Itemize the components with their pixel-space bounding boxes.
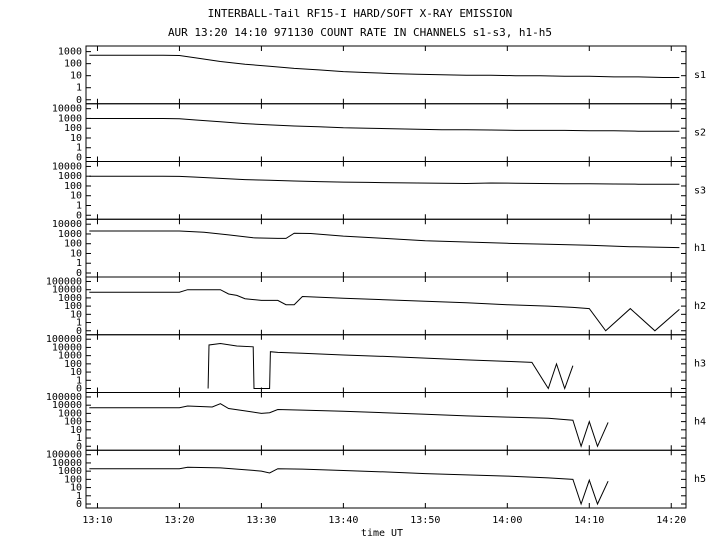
y-tick-label: 1000 bbox=[58, 229, 82, 240]
panel-label: h3 bbox=[694, 359, 706, 370]
y-tick-label: 100000 bbox=[46, 334, 82, 345]
y-tick-label: 1 bbox=[76, 433, 82, 444]
y-tick-label: 10 bbox=[70, 133, 82, 144]
panel-label: h5 bbox=[694, 474, 706, 485]
data-line bbox=[89, 403, 609, 448]
panel-frame bbox=[85, 45, 687, 105]
panel-frame bbox=[85, 161, 687, 220]
y-tick-label: 10000 bbox=[52, 342, 82, 353]
x-tick-label: 13:30 bbox=[246, 515, 276, 526]
y-tick-label: 100 bbox=[64, 474, 82, 485]
data-line bbox=[89, 230, 680, 249]
data-line bbox=[89, 175, 680, 185]
panel-frame bbox=[85, 103, 687, 162]
y-tick-label: 10 bbox=[70, 483, 82, 494]
y-tick-label: 10 bbox=[70, 309, 82, 320]
y-tick-label: 10 bbox=[70, 367, 82, 378]
y-tick-label: 100 bbox=[64, 59, 82, 70]
x-tick-label: 13:50 bbox=[410, 515, 440, 526]
y-tick-label: 10000 bbox=[52, 285, 82, 296]
y-tick-label: 100000 bbox=[46, 392, 82, 403]
y-tick-label: 1000 bbox=[58, 47, 82, 58]
y-tick-label: 100000 bbox=[46, 450, 82, 461]
panel-label: h2 bbox=[694, 301, 706, 312]
y-tick-label: 0 bbox=[76, 441, 82, 452]
panel-frame bbox=[85, 276, 687, 336]
x-axis-label: time UT bbox=[361, 528, 403, 539]
data-line bbox=[89, 54, 680, 78]
y-tick-label: 10000 bbox=[52, 219, 82, 230]
x-tick-label: 13:40 bbox=[328, 515, 358, 526]
chart-title: INTERBALL-Tail RF15-I HARD/SOFT X-RAY EM… bbox=[208, 7, 513, 20]
y-tick-label: 1 bbox=[76, 83, 82, 94]
y-tick-label: 1 bbox=[76, 143, 82, 154]
y-tick-label: 0 bbox=[76, 95, 82, 106]
data-line bbox=[89, 466, 609, 506]
panel-label: s3 bbox=[694, 185, 706, 196]
y-tick-label: 100 bbox=[64, 417, 82, 428]
y-tick-label: 1 bbox=[76, 318, 82, 329]
panel-label: h4 bbox=[694, 416, 706, 427]
data-line bbox=[207, 342, 574, 391]
y-tick-label: 1 bbox=[76, 258, 82, 269]
y-tick-label: 1000 bbox=[58, 113, 82, 124]
y-tick-label: 1000 bbox=[58, 171, 82, 182]
panel-frame bbox=[85, 218, 687, 278]
y-tick-label: 100 bbox=[64, 359, 82, 370]
y-tick-label: 100 bbox=[64, 123, 82, 134]
panel-label: h1 bbox=[694, 243, 706, 254]
y-tick-label: 100000 bbox=[46, 276, 82, 287]
panel-frame bbox=[85, 334, 687, 393]
y-tick-label: 1000 bbox=[58, 293, 82, 304]
y-tick-label: 10000 bbox=[52, 400, 82, 411]
x-tick-label: 14:00 bbox=[492, 515, 522, 526]
y-tick-label: 100 bbox=[64, 181, 82, 192]
x-tick-label: 13:10 bbox=[82, 515, 112, 526]
y-tick-label: 1000 bbox=[58, 466, 82, 477]
y-tick-label: 0 bbox=[76, 153, 82, 164]
y-tick-label: 10 bbox=[70, 425, 82, 436]
x-tick-label: 13:20 bbox=[164, 515, 194, 526]
y-tick-label: 10 bbox=[70, 248, 82, 259]
y-tick-label: 0 bbox=[76, 268, 82, 279]
y-tick-label: 10000 bbox=[52, 104, 82, 115]
y-tick-label: 10 bbox=[70, 71, 82, 82]
chart-subtitle: AUR 13:20 14:10 971130 COUNT RATE IN CHA… bbox=[168, 26, 552, 39]
panel-label: s1 bbox=[694, 70, 706, 81]
y-tick-label: 100 bbox=[64, 301, 82, 312]
y-tick-label: 0 bbox=[76, 384, 82, 395]
y-tick-label: 1000 bbox=[58, 408, 82, 419]
x-tick-label: 14:20 bbox=[656, 515, 686, 526]
x-tick-label: 14:10 bbox=[574, 515, 604, 526]
y-tick-label: 0 bbox=[76, 326, 82, 337]
y-tick-label: 1000 bbox=[58, 351, 82, 362]
y-tick-label: 1 bbox=[76, 491, 82, 502]
y-tick-label: 10 bbox=[70, 191, 82, 202]
y-tick-label: 1 bbox=[76, 375, 82, 386]
y-tick-label: 10000 bbox=[52, 458, 82, 469]
y-tick-label: 0 bbox=[76, 210, 82, 221]
y-tick-label: 10000 bbox=[52, 161, 82, 172]
y-tick-label: 1 bbox=[76, 200, 82, 211]
panel-label: s2 bbox=[694, 128, 706, 139]
y-tick-label: 0 bbox=[76, 499, 82, 510]
data-line bbox=[89, 118, 680, 132]
data-line bbox=[89, 289, 680, 332]
y-tick-label: 100 bbox=[64, 239, 82, 250]
